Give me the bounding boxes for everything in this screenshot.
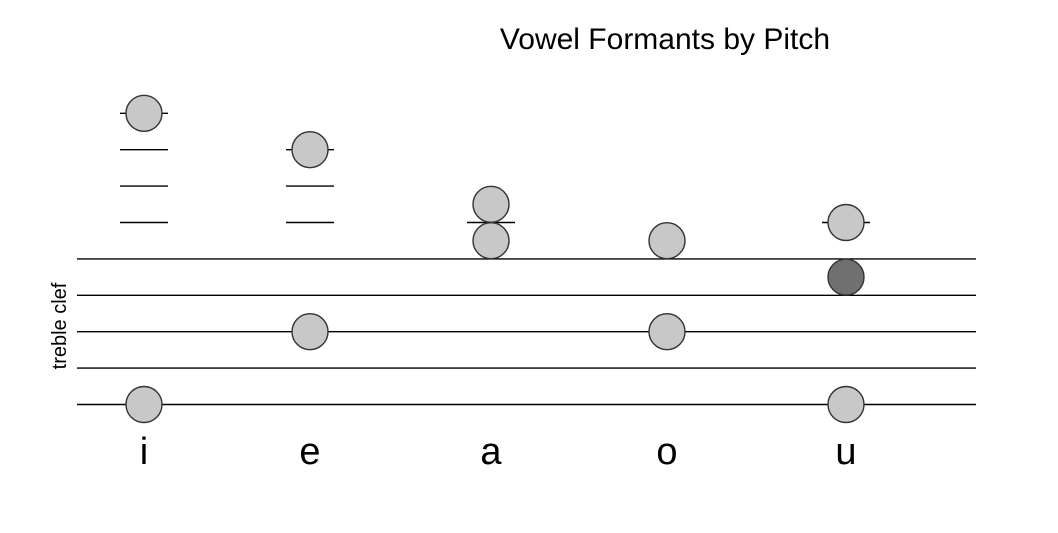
note-a (472, 221, 510, 260)
vowel-label-a: a (480, 431, 502, 473)
note-e (291, 313, 329, 351)
note-u (827, 258, 865, 296)
note-i (125, 94, 163, 133)
note-o (648, 221, 686, 260)
vowel-label-e: e (299, 431, 320, 473)
vowel-label-i: i (140, 431, 148, 473)
staff (77, 258, 976, 406)
note-u (827, 203, 865, 242)
diagram-title: Vowel Formants by Pitch (500, 23, 830, 56)
vowel-label-o: o (656, 431, 677, 473)
staff-label: treble clef (49, 282, 71, 369)
note-a (472, 185, 510, 224)
vowel-label-u: u (835, 431, 856, 473)
notes (125, 94, 865, 424)
note-u (827, 385, 865, 424)
note-e (291, 130, 329, 169)
note-o (648, 313, 686, 351)
note-i (125, 385, 163, 424)
